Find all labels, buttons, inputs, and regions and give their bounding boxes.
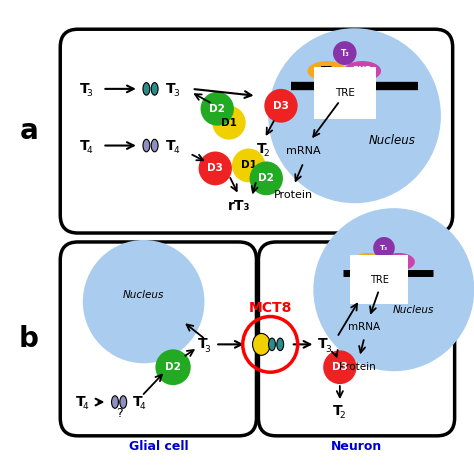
Text: D2: D2 xyxy=(210,104,225,114)
Circle shape xyxy=(212,106,246,139)
Text: 2: 2 xyxy=(340,411,346,420)
Text: T: T xyxy=(76,395,86,409)
Text: MCT8: MCT8 xyxy=(248,301,292,315)
Ellipse shape xyxy=(143,82,150,95)
Text: D2: D2 xyxy=(258,173,274,183)
Text: rT₃: rT₃ xyxy=(228,199,250,213)
Text: TRE: TRE xyxy=(335,88,355,98)
Circle shape xyxy=(333,41,356,65)
FancyBboxPatch shape xyxy=(60,29,453,233)
Text: Nucleus: Nucleus xyxy=(368,134,415,147)
Text: b: b xyxy=(19,325,39,354)
Ellipse shape xyxy=(143,139,150,152)
Text: D3: D3 xyxy=(273,101,289,111)
Text: Glial cell: Glial cell xyxy=(128,440,188,453)
Text: D3: D3 xyxy=(332,362,348,372)
Circle shape xyxy=(250,162,283,195)
Text: Protein: Protein xyxy=(339,362,376,372)
Text: 4: 4 xyxy=(173,146,179,155)
Text: D1: D1 xyxy=(221,118,237,128)
Circle shape xyxy=(373,237,395,259)
Text: T₃: T₃ xyxy=(380,245,388,251)
Text: T: T xyxy=(166,82,176,96)
Text: T: T xyxy=(256,142,266,155)
Text: ?: ? xyxy=(116,408,122,420)
Text: D3: D3 xyxy=(207,164,223,173)
Circle shape xyxy=(323,350,356,384)
FancyBboxPatch shape xyxy=(60,242,256,436)
Text: Nucleus: Nucleus xyxy=(393,305,434,315)
Text: T: T xyxy=(318,337,328,351)
Text: T: T xyxy=(166,138,176,153)
Text: RXR: RXR xyxy=(389,257,409,266)
Text: D1: D1 xyxy=(241,160,256,171)
Text: T: T xyxy=(333,404,343,418)
Text: 3: 3 xyxy=(87,89,92,98)
Text: 4: 4 xyxy=(83,402,89,411)
Ellipse shape xyxy=(308,61,346,81)
Circle shape xyxy=(199,152,232,185)
Ellipse shape xyxy=(383,253,415,271)
Text: 3: 3 xyxy=(204,345,210,354)
Text: ?: ? xyxy=(254,338,260,351)
FancyBboxPatch shape xyxy=(258,242,455,436)
Text: 3: 3 xyxy=(325,345,331,354)
Ellipse shape xyxy=(151,82,158,95)
Circle shape xyxy=(201,92,234,126)
Text: mRNA: mRNA xyxy=(348,322,381,332)
Ellipse shape xyxy=(253,333,270,356)
Text: Protein: Protein xyxy=(274,190,313,200)
Circle shape xyxy=(232,148,265,182)
Text: T: T xyxy=(198,337,207,351)
Circle shape xyxy=(155,349,191,385)
Text: 3: 3 xyxy=(173,89,179,98)
Text: T: T xyxy=(80,138,90,153)
Text: 2: 2 xyxy=(264,149,269,158)
Text: T: T xyxy=(133,395,143,409)
Text: 4: 4 xyxy=(87,146,92,155)
Text: TR: TR xyxy=(320,66,334,75)
Text: T₃: T₃ xyxy=(340,48,349,57)
Text: T: T xyxy=(80,82,90,96)
Text: TRE: TRE xyxy=(370,275,389,285)
Text: Nucleus: Nucleus xyxy=(123,290,164,300)
Ellipse shape xyxy=(151,139,158,152)
Text: RXR: RXR xyxy=(353,66,372,75)
Ellipse shape xyxy=(120,396,127,408)
Circle shape xyxy=(264,89,298,123)
Ellipse shape xyxy=(344,61,381,81)
Circle shape xyxy=(83,240,204,363)
Text: mRNA: mRNA xyxy=(286,146,321,155)
Ellipse shape xyxy=(277,338,283,351)
Circle shape xyxy=(313,208,474,371)
Text: TR: TR xyxy=(362,257,374,266)
Ellipse shape xyxy=(352,253,385,271)
Text: D2: D2 xyxy=(165,362,181,372)
Ellipse shape xyxy=(269,338,275,351)
Circle shape xyxy=(268,28,441,203)
Text: 4: 4 xyxy=(140,402,146,411)
Ellipse shape xyxy=(111,396,118,408)
Text: a: a xyxy=(19,117,38,145)
Text: Neuron: Neuron xyxy=(331,440,382,453)
